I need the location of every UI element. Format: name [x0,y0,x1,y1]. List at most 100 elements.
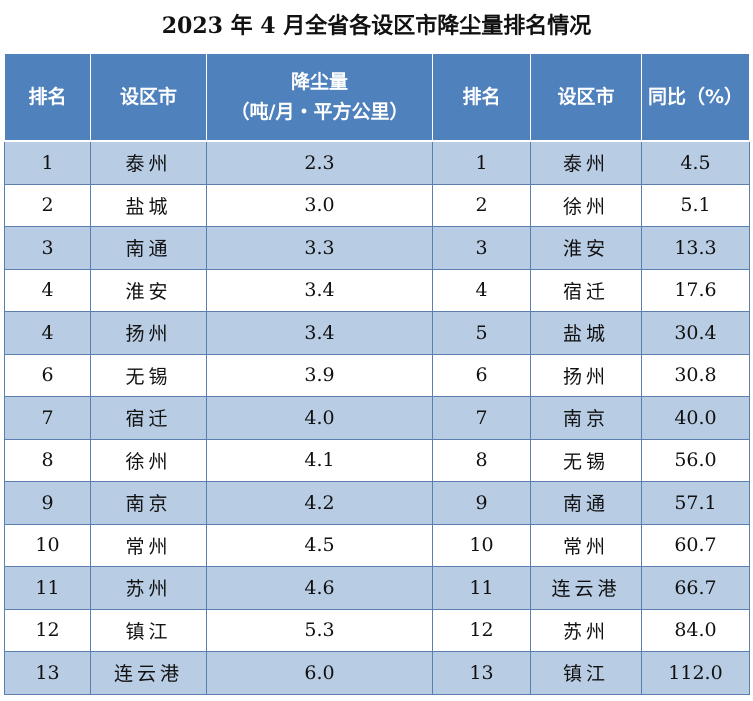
table-row: 11 苏州 4.6 11 连云港 66.7 [4,566,750,610]
cell-yoy-value: 5.1 [641,183,750,227]
cell-dust-value: 3.9 [206,353,433,397]
table-row: 6 无锡 3.9 6 扬州 30.8 [4,353,750,397]
header-city-dust: 设区市 [90,53,207,142]
cell-yoy-value: 56.0 [641,438,750,482]
cell-city-yoy: 宿迁 [530,268,642,312]
page-title: 2023 年 4 月全省各设区市降尘量排名情况 [161,13,592,39]
cell-city-yoy: 南京 [530,396,642,440]
cell-city-dust: 徐州 [90,438,207,482]
cell-rank-yoy: 3 [432,226,531,270]
cell-rank-dust: 13 [4,651,91,695]
cell-yoy-value: 13.3 [641,226,750,270]
cell-dust-value: 5.3 [206,608,433,652]
cell-city-yoy: 连云港 [530,566,642,610]
cell-city-yoy: 苏州 [530,608,642,652]
cell-dust-value: 3.4 [206,268,433,312]
table-row: 4 扬州 3.4 5 盐城 30.4 [4,311,750,355]
cell-city-dust: 镇江 [90,608,207,652]
cell-rank-yoy: 12 [432,608,531,652]
cell-city-dust: 淮安 [90,268,207,312]
table-row: 2 盐城 3.0 2 徐州 5.1 [4,183,750,227]
cell-rank-dust: 8 [4,438,91,482]
cell-yoy-value: 60.7 [641,523,750,567]
cell-city-dust: 盐城 [90,183,207,227]
cell-yoy-value: 30.4 [641,311,750,355]
cell-rank-dust: 12 [4,608,91,652]
header-dust-amount: 降尘量 （吨/月・平方公里） [206,53,433,142]
cell-city-yoy: 徐州 [530,183,642,227]
cell-rank-dust: 4 [4,268,91,312]
cell-yoy-value: 84.0 [641,608,750,652]
cell-dust-value: 4.1 [206,438,433,482]
cell-yoy-value: 40.0 [641,396,750,440]
dust-ranking-table: 排名 设区市 降尘量 （吨/月・平方公里） 排名 设区市 同比（%） 1 泰州 2.… [4,53,750,695]
cell-rank-yoy: 2 [432,183,531,227]
header-row: 排名 设区市 降尘量 （吨/月・平方公里） 排名 设区市 同比（%） [4,53,750,142]
cell-rank-dust: 1 [4,140,91,185]
cell-city-yoy: 泰州 [530,140,642,185]
cell-rank-yoy: 1 [432,140,531,185]
table-row: 12 镇江 5.3 12 苏州 84.0 [4,608,750,652]
cell-rank-yoy: 13 [432,651,531,695]
cell-city-dust: 南通 [90,226,207,270]
cell-city-dust: 宿迁 [90,396,207,440]
cell-rank-yoy: 6 [432,353,531,397]
cell-rank-yoy: 7 [432,396,531,440]
header-rank-yoy: 排名 [432,53,531,142]
header-rank-dust: 排名 [4,53,91,142]
cell-rank-yoy: 8 [432,438,531,482]
cell-city-yoy: 淮安 [530,226,642,270]
cell-rank-dust: 6 [4,353,91,397]
cell-rank-yoy: 10 [432,523,531,567]
cell-dust-value: 4.6 [206,566,433,610]
cell-rank-dust: 7 [4,396,91,440]
cell-city-dust: 扬州 [90,311,207,355]
cell-yoy-value: 57.1 [641,481,750,525]
cell-yoy-value: 112.0 [641,651,750,695]
header-city-yoy: 设区市 [530,53,642,142]
table-row: 10 常州 4.5 10 常州 60.7 [4,523,750,567]
cell-rank-dust: 2 [4,183,91,227]
cell-dust-value: 3.0 [206,183,433,227]
cell-city-yoy: 常州 [530,523,642,567]
header-dust-unit: （吨/月・平方公里） [230,101,409,123]
table-row: 1 泰州 2.3 1 泰州 4.5 [4,140,750,185]
cell-city-yoy: 镇江 [530,651,642,695]
table-body: 1 泰州 2.3 1 泰州 4.5 2 盐城 3.0 2 徐州 5.1 3 南通 3.3 3 淮安 13.3 4 淮安… [4,140,750,695]
cell-rank-dust: 10 [4,523,91,567]
table-row: 13 连云港 6.0 13 镇江 112.0 [4,651,750,695]
cell-city-yoy: 南通 [530,481,642,525]
cell-rank-dust: 4 [4,311,91,355]
cell-city-yoy: 盐城 [530,311,642,355]
cell-city-dust: 无锡 [90,353,207,397]
header-dust-label: 降尘量 [290,71,348,93]
cell-dust-value: 4.2 [206,481,433,525]
table-row: 7 宿迁 4.0 7 南京 40.0 [4,396,750,440]
cell-rank-yoy: 5 [432,311,531,355]
cell-rank-dust: 3 [4,226,91,270]
cell-yoy-value: 66.7 [641,566,750,610]
header-yoy-percent: 同比（%） [641,53,750,142]
cell-dust-value: 3.3 [206,226,433,270]
table-row: 3 南通 3.3 3 淮安 13.3 [4,226,750,270]
table-row: 8 徐州 4.1 8 无锡 56.0 [4,438,750,482]
cell-yoy-value: 30.8 [641,353,750,397]
cell-city-dust: 常州 [90,523,207,567]
cell-dust-value: 2.3 [206,140,433,185]
table-row: 4 淮安 3.4 4 宿迁 17.6 [4,268,750,312]
cell-city-dust: 连云港 [90,651,207,695]
cell-rank-yoy: 9 [432,481,531,525]
cell-dust-value: 6.0 [206,651,433,695]
cell-yoy-value: 17.6 [641,268,750,312]
cell-dust-value: 4.5 [206,523,433,567]
cell-rank-dust: 9 [4,481,91,525]
cell-rank-yoy: 4 [432,268,531,312]
cell-rank-dust: 11 [4,566,91,610]
table-row: 9 南京 4.2 9 南通 57.1 [4,481,750,525]
cell-city-dust: 苏州 [90,566,207,610]
cell-city-dust: 南京 [90,481,207,525]
cell-city-yoy: 扬州 [530,353,642,397]
cell-city-dust: 泰州 [90,140,207,185]
cell-dust-value: 3.4 [206,311,433,355]
cell-yoy-value: 4.5 [641,140,750,185]
